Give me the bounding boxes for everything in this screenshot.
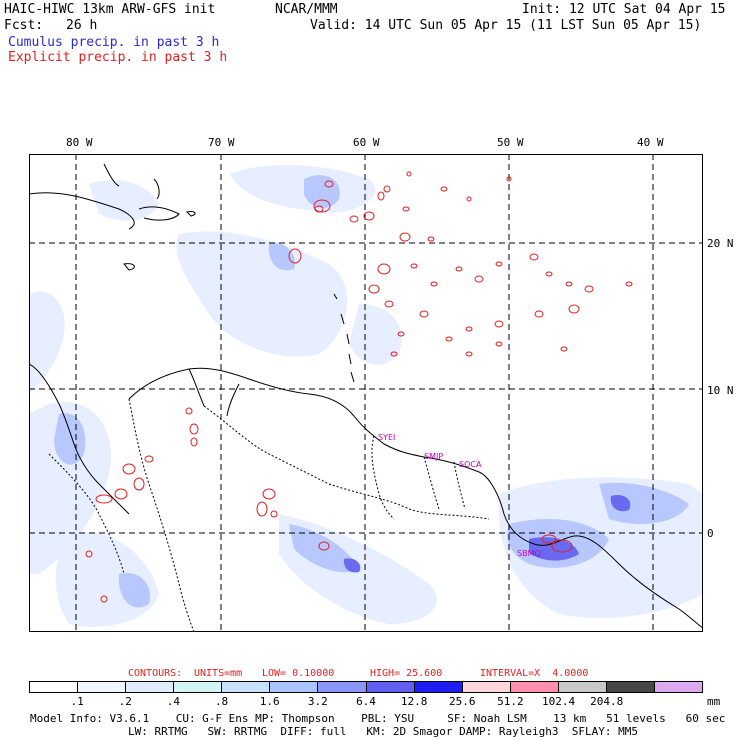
coastlines — [29, 163, 703, 632]
precip-map: SYEI SMJP SOCA SBMQ — [29, 154, 703, 632]
map-frame — [29, 154, 703, 632]
colorbar-swatch — [510, 682, 559, 692]
colorbar-swatch — [270, 682, 319, 692]
lon-label-40w: 40 W — [637, 136, 664, 149]
lon-label-50w: 50 W — [497, 136, 524, 149]
forecast-label: Fcst: — [4, 18, 44, 33]
lon-label-60w: 60 W — [353, 136, 380, 149]
colorbar-tick-label: 12.8 — [400, 695, 428, 708]
cumulus-precip-heavy — [343, 494, 631, 573]
contours-low: LOW= 0.10000 — [262, 668, 335, 679]
colorbar-swatch — [318, 682, 367, 692]
colorbar-unit: mm — [707, 695, 721, 708]
legend-cumulus: Cumulus precip. in past 3 h — [8, 35, 220, 50]
colorbar-swatch — [30, 682, 79, 692]
organization-label: NCAR/MMM — [275, 2, 338, 17]
colorbar-tick-label: 6.4 — [356, 695, 376, 708]
forecast-hour: 26 h — [66, 18, 98, 33]
colorbar-tick-label: 25.6 — [449, 695, 476, 708]
model-info-line2: LW: RRTMG SW: RRTMG DIFF: full KM: 2D Sm… — [128, 725, 638, 738]
colorbar-swatch — [606, 682, 656, 692]
colorbar-swatch — [78, 682, 127, 692]
model-title: HAIC-HIWC 13km ARW-GFS init — [4, 2, 216, 17]
contours-units: UNITS=mm — [194, 668, 243, 679]
lon-label-80w: 80 W — [66, 136, 93, 149]
valid-time: Valid: 14 UTC Sun 05 Apr 15 (11 LST Sun … — [310, 18, 702, 33]
station-label-soca: SOCA — [459, 460, 482, 469]
model-info-line1: Model Info: V3.6.1 CU: G-F Ens MP: Thomp… — [30, 712, 726, 725]
colorbar-tick-label: 51.2 — [497, 695, 524, 708]
colorbar-swatch — [222, 682, 271, 692]
colorbar-swatch — [414, 682, 463, 692]
legend-explicit: Explicit precip. in past 3 h — [8, 50, 228, 65]
contours-high: HIGH= 25.600 — [370, 668, 443, 679]
colorbar-swatch — [366, 682, 415, 692]
colorbar-tick-label: .4 — [166, 695, 181, 708]
colorbar-swatch — [174, 682, 223, 692]
lat-label-equator: 0 — [707, 527, 714, 540]
colorbar-tick-label: 1.6 — [259, 695, 280, 708]
colorbar-tick-label: .8 — [214, 695, 229, 708]
precip-colorbar — [29, 681, 703, 693]
contours-interval: INTERVAL=X 4.0000 — [480, 668, 589, 679]
station-label-syei: SYEI — [378, 433, 395, 442]
colorbar-tick-label: 3.2 — [307, 695, 328, 708]
init-time: Init: 12 UTC Sat 04 Apr 15 — [522, 2, 726, 17]
station-label-sbmq: SBMQ — [517, 549, 541, 558]
station-label-smjp: SMJP — [424, 452, 443, 461]
colorbar-swatch — [558, 682, 607, 692]
colorbar-swatch — [126, 682, 175, 692]
lon-label-70w: 70 W — [208, 136, 235, 149]
lat-label-20n: 20 N — [707, 237, 734, 250]
colorbar-tick-label: .1 — [70, 695, 84, 708]
colorbar-tick-label: 102.4 — [542, 695, 576, 708]
lat-label-10n: 10 N — [707, 384, 734, 397]
explicit-precip-contours — [85, 171, 633, 603]
contours-label: CONTOURS: — [128, 668, 183, 679]
colorbar-tick-label: .2 — [118, 695, 132, 708]
colorbar-swatch — [655, 682, 703, 692]
colorbar-swatch — [462, 682, 511, 692]
colorbar-tick-label: 204.8 — [590, 695, 624, 708]
